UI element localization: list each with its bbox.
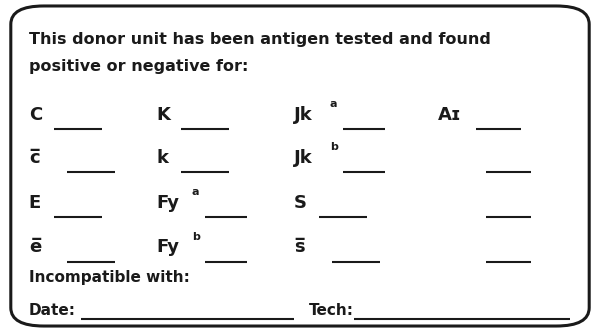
FancyBboxPatch shape bbox=[11, 6, 589, 326]
Text: Fy: Fy bbox=[156, 238, 179, 256]
Text: k: k bbox=[156, 149, 168, 167]
Text: a: a bbox=[192, 187, 199, 197]
Text: e̅: e̅ bbox=[29, 238, 41, 256]
Text: a: a bbox=[330, 99, 337, 109]
Text: Aɪ: Aɪ bbox=[438, 106, 461, 124]
Text: b: b bbox=[192, 232, 200, 242]
Text: Jk: Jk bbox=[294, 149, 313, 167]
Text: Fy: Fy bbox=[156, 194, 179, 211]
Text: s̅: s̅ bbox=[294, 238, 305, 256]
Text: Date:: Date: bbox=[29, 303, 76, 318]
Text: Tech:: Tech: bbox=[309, 303, 354, 318]
Text: c̅: c̅ bbox=[29, 149, 40, 167]
Text: positive or negative for:: positive or negative for: bbox=[29, 59, 248, 74]
Text: Jk: Jk bbox=[294, 106, 313, 124]
Text: K: K bbox=[156, 106, 170, 124]
Text: S: S bbox=[294, 194, 307, 211]
Text: This donor unit has been antigen tested and found: This donor unit has been antigen tested … bbox=[29, 32, 491, 47]
Text: C: C bbox=[29, 106, 42, 124]
Text: E: E bbox=[29, 194, 41, 211]
Text: Incompatible with:: Incompatible with: bbox=[29, 270, 190, 285]
Text: b: b bbox=[330, 142, 338, 152]
